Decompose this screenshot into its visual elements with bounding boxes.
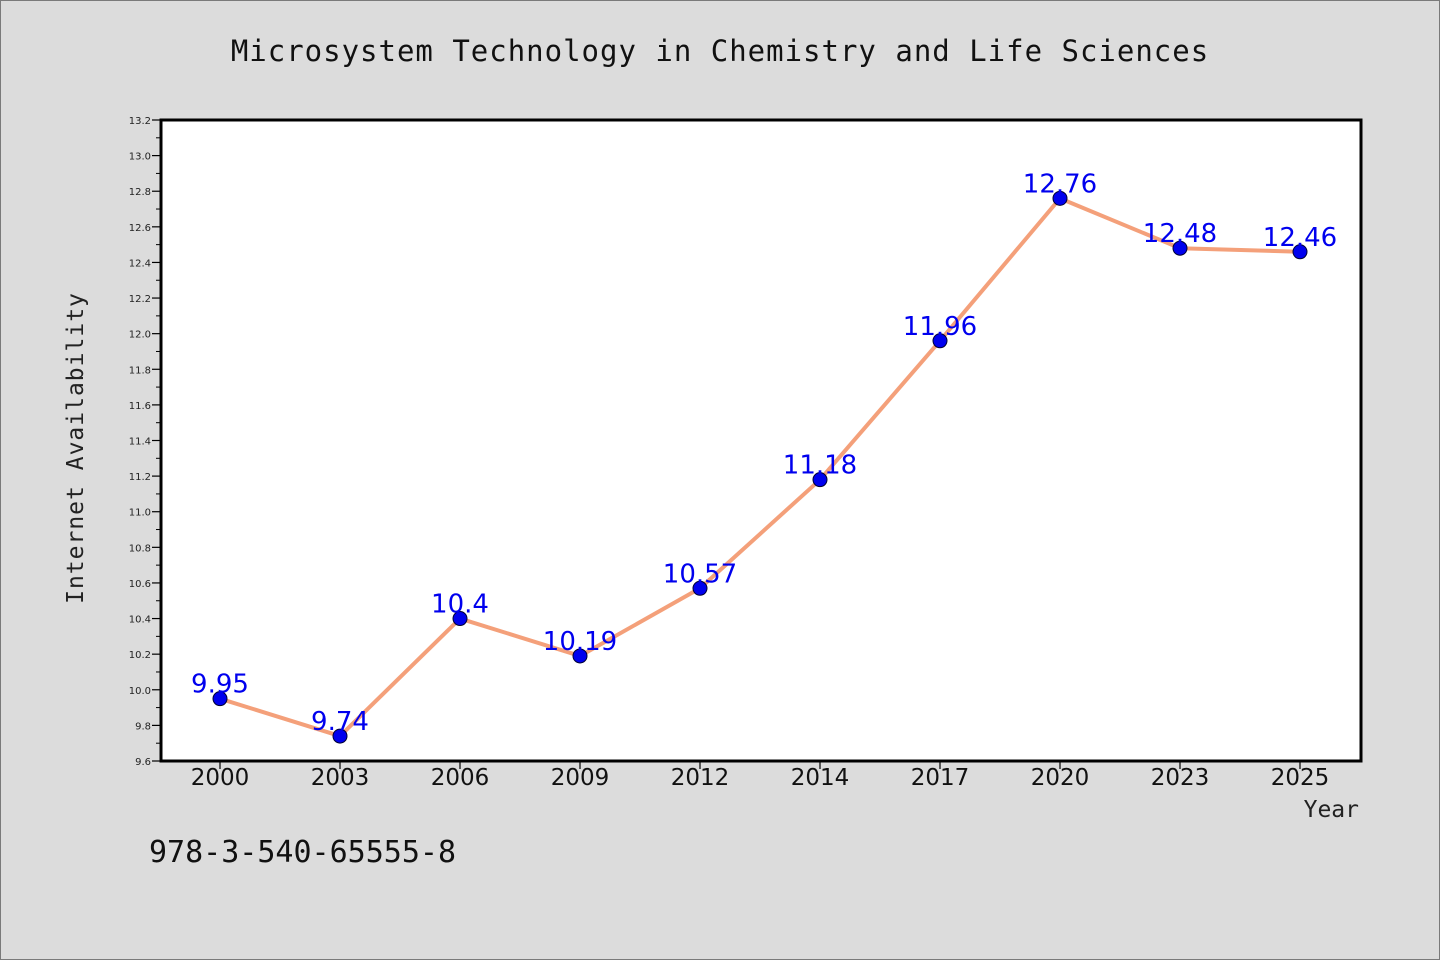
- y-tick-label: 11.4: [129, 437, 151, 448]
- isbn-text: 978-3-540-65555-8: [149, 835, 457, 870]
- x-axis: 2000 2003 2006 2009 2012 2014 2017 2020 2023 2025: [191, 761, 1330, 791]
- data-point: [1172, 240, 1188, 256]
- y-tick-label: 13.2: [129, 116, 151, 127]
- data-point: [932, 333, 948, 349]
- data-point: [692, 580, 708, 596]
- data-label: 10.57: [663, 559, 737, 589]
- data-label: 9.74: [311, 707, 369, 737]
- y-tick-label: 10.6: [129, 579, 151, 590]
- y-tick-label: 9.6: [135, 757, 151, 768]
- y-tick-label: 13.0: [129, 152, 151, 163]
- y-axis: 9.6 9.8 10.0 10.2 10.4 10.6 10.8 11.0 11.2 11.4 11…: [129, 116, 161, 768]
- data-label: 11.18: [783, 451, 857, 481]
- data-label: 10.19: [543, 627, 617, 657]
- y-tick-label: 11.8: [129, 365, 151, 376]
- y-tick-label: 11.6: [129, 401, 151, 412]
- x-tick-label: 2000: [191, 765, 250, 791]
- x-tick-label: 2006: [431, 765, 490, 791]
- data-point: [1052, 190, 1068, 206]
- data-label: 12.48: [1143, 219, 1217, 249]
- y-axis-label: Internet Availability: [63, 292, 89, 604]
- y-tick-label: 12.6: [129, 223, 151, 234]
- y-tick-label: 11.0: [129, 508, 151, 519]
- data-label: 10.4: [431, 590, 489, 620]
- y-tick-label: 12.8: [129, 187, 151, 198]
- x-tick-label: 2012: [671, 765, 730, 791]
- y-tick-label: 10.2: [129, 650, 151, 661]
- x-axis-label: Year: [1303, 797, 1359, 823]
- series-group: 9.95 9.74 10.4 10.19 10.57 11.18 11.96 12.76 12.…: [191, 169, 1337, 744]
- data-point: [452, 611, 468, 627]
- x-tick-label: 2025: [1271, 765, 1330, 791]
- plot-area: [159, 118, 1363, 763]
- data-point: [212, 691, 228, 707]
- data-point: [572, 648, 588, 664]
- x-tick-label: 2023: [1151, 765, 1210, 791]
- y-tick-label: 10.8: [129, 543, 151, 554]
- data-label: 12.46: [1263, 223, 1337, 253]
- chart-title: Microsystem Technology in Chemistry and …: [230, 34, 1210, 68]
- y-tick-label: 12.0: [129, 330, 151, 341]
- y-tick-label: 12.4: [129, 258, 151, 269]
- data-label: 11.96: [903, 312, 977, 342]
- x-tick-label: 2003: [311, 765, 370, 791]
- y-tick-label: 11.2: [129, 472, 151, 483]
- y-tick-label: 12.2: [129, 294, 151, 305]
- x-tick-label: 2009: [551, 765, 610, 791]
- data-label: 12.76: [1023, 169, 1097, 199]
- y-tick-label: 10.0: [129, 686, 151, 697]
- y-tick-label: 9.8: [135, 721, 151, 732]
- x-tick-label: 2020: [1031, 765, 1090, 791]
- x-tick-label: 2014: [791, 765, 850, 791]
- y-tick-label: 10.4: [129, 615, 151, 626]
- data-point: [1292, 244, 1308, 260]
- data-point: [812, 472, 828, 488]
- data-point: [332, 728, 348, 744]
- x-tick-label: 2017: [911, 765, 970, 791]
- data-label: 9.95: [191, 670, 249, 700]
- series-line: [218, 196, 1302, 739]
